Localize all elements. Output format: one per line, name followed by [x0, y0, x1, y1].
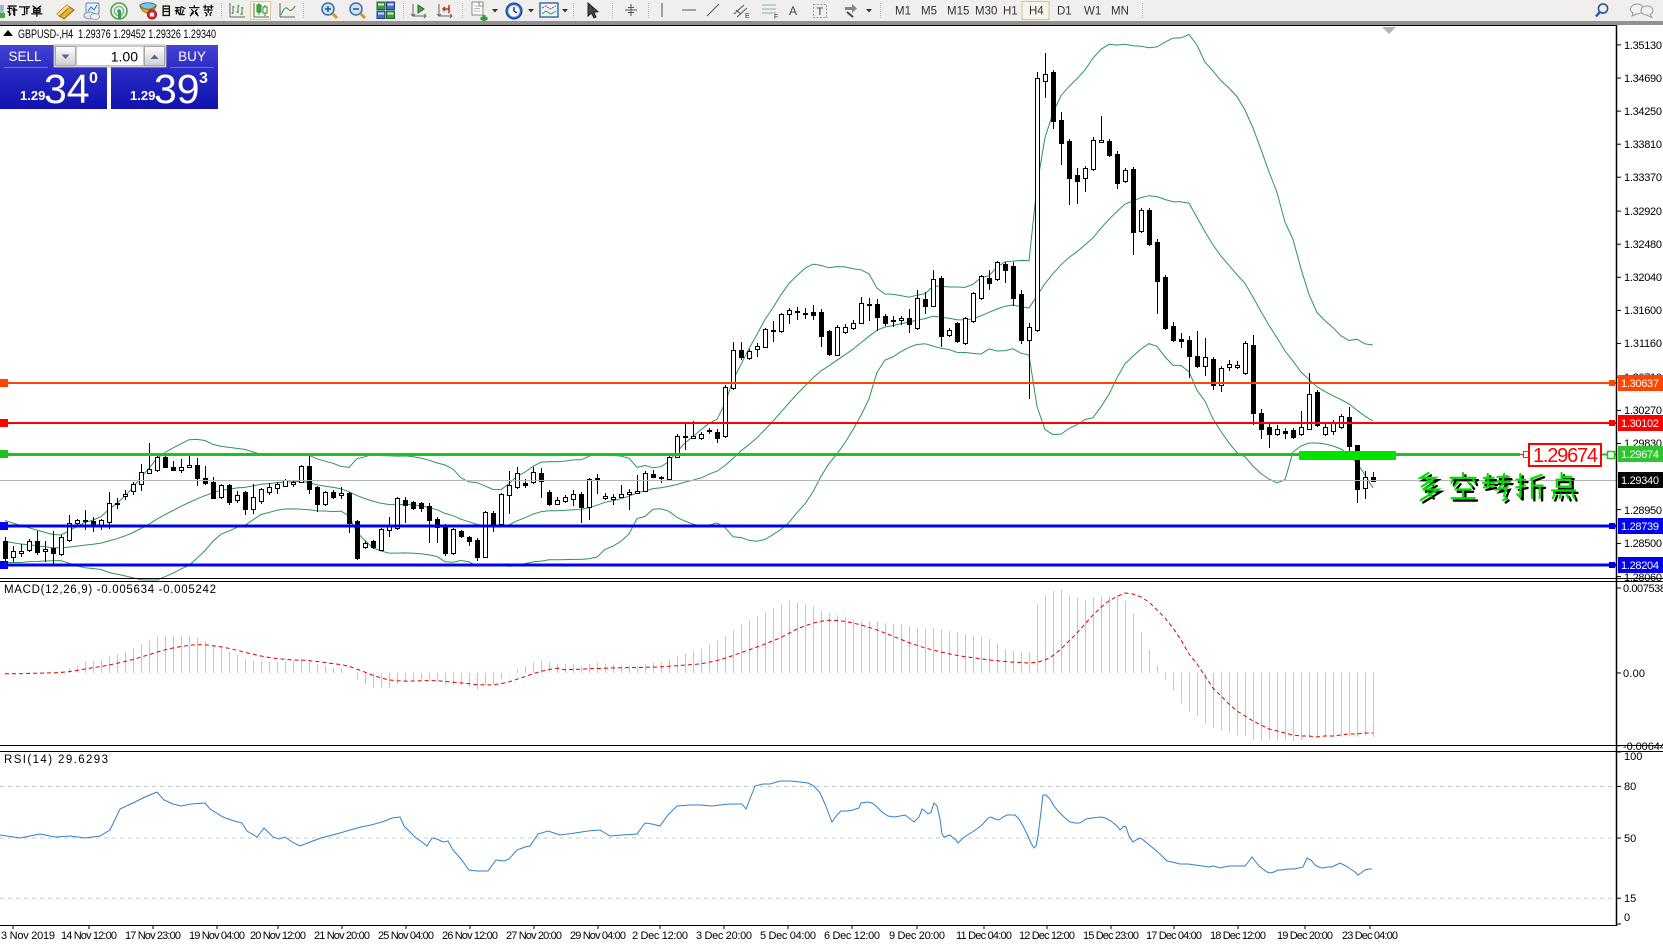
svg-text:100: 100: [1624, 751, 1642, 763]
svg-text:34: 34: [44, 66, 90, 112]
svg-text:1.33370: 1.33370: [1624, 172, 1662, 184]
svg-text:H4: H4: [1029, 6, 1044, 18]
svg-text:H1: H1: [1003, 6, 1018, 18]
svg-text:0: 0: [1624, 912, 1630, 924]
svg-text:27 Nov 20:00: 27 Nov 20:00: [506, 930, 562, 942]
svg-text:21 Nov 20:00: 21 Nov 20:00: [314, 930, 370, 942]
svg-text:1.28739: 1.28739: [1621, 521, 1659, 533]
svg-text:25 Nov 04:00: 25 Nov 04:00: [378, 930, 434, 942]
svg-text:17 Nov 23:00: 17 Nov 23:00: [125, 930, 181, 942]
svg-text:1.29340: 1.29340: [1621, 475, 1659, 487]
svg-text:1.30102: 1.30102: [1621, 418, 1659, 430]
svg-text:BUY: BUY: [178, 49, 206, 64]
svg-text:1.28500: 1.28500: [1624, 538, 1662, 550]
svg-text:SELL: SELL: [8, 49, 42, 64]
svg-text:M1: M1: [895, 6, 911, 18]
svg-text:15 Dec 23:00: 15 Dec 23:00: [1083, 930, 1139, 942]
svg-text:F: F: [774, 14, 778, 21]
svg-text:9 Dec 20:00: 9 Dec 20:00: [889, 930, 945, 942]
svg-text:50: 50: [1624, 833, 1636, 845]
svg-text:0.00: 0.00: [1623, 668, 1645, 680]
svg-text:18 Dec 12:00: 18 Dec 12:00: [1210, 930, 1266, 942]
svg-text:E: E: [745, 13, 750, 20]
svg-text:M15: M15: [947, 6, 969, 18]
svg-text:1.29: 1.29: [130, 88, 155, 103]
svg-text:3: 3: [199, 70, 208, 87]
svg-text:1.28950: 1.28950: [1624, 505, 1662, 517]
svg-text:0: 0: [89, 70, 98, 87]
svg-text:1.30270: 1.30270: [1624, 405, 1662, 417]
svg-text:M30: M30: [975, 6, 997, 18]
svg-text:1.30637: 1.30637: [1621, 378, 1659, 390]
svg-text:3 Dec 20:00: 3 Dec 20:00: [696, 930, 752, 942]
svg-text:17 Dec 04:00: 17 Dec 04:00: [1146, 930, 1202, 942]
svg-text:1.00: 1.00: [111, 49, 138, 65]
svg-text:A: A: [789, 4, 797, 18]
svg-text:5 Dec 04:00: 5 Dec 04:00: [760, 930, 816, 942]
svg-text:1.29: 1.29: [20, 88, 45, 103]
svg-text:14 Nov 12:00: 14 Nov 12:00: [61, 930, 117, 942]
svg-text:1.28204: 1.28204: [1621, 560, 1659, 572]
svg-text:23 Dec 04:00: 23 Dec 04:00: [1342, 930, 1398, 942]
svg-text:39: 39: [154, 66, 200, 112]
svg-text:3 Nov 2019: 3 Nov 2019: [1, 930, 55, 942]
svg-text:1.31600: 1.31600: [1624, 305, 1662, 317]
svg-text:RSI(14) 29.6293: RSI(14) 29.6293: [4, 754, 108, 766]
svg-text:1.29674: 1.29674: [1621, 449, 1659, 461]
svg-text:0.007538: 0.007538: [1623, 583, 1663, 595]
svg-text:1.32040: 1.32040: [1624, 272, 1662, 284]
svg-text:1.28060: 1.28060: [1624, 572, 1662, 584]
svg-text:12 Dec 12:00: 12 Dec 12:00: [1019, 930, 1075, 942]
svg-text:15: 15: [1624, 893, 1636, 905]
svg-text:1.31160: 1.31160: [1624, 338, 1662, 350]
svg-text:29 Nov 04:00: 29 Nov 04:00: [570, 930, 626, 942]
svg-text:19 Dec 20:00: 19 Dec 20:00: [1277, 930, 1333, 942]
svg-text:1.32480: 1.32480: [1624, 239, 1662, 251]
svg-text:W1: W1: [1084, 6, 1101, 18]
svg-text:MACD(12,26,9) -0.005634 -0.005: MACD(12,26,9) -0.005634 -0.005242: [4, 584, 216, 596]
svg-text:GBPUSD-,H4 1.29376 1.29452 1.: GBPUSD-,H4 1.29376 1.29452 1.29326 1.293…: [18, 27, 216, 41]
svg-text:T: T: [817, 6, 824, 18]
svg-text:M5: M5: [921, 6, 937, 18]
svg-text:2 Dec 12:00: 2 Dec 12:00: [632, 930, 688, 942]
svg-text:D1: D1: [1057, 6, 1072, 18]
svg-text:6 Dec 12:00: 6 Dec 12:00: [824, 930, 880, 942]
svg-text:11 Dec 04:00: 11 Dec 04:00: [956, 930, 1012, 942]
svg-text:MN: MN: [1111, 6, 1129, 18]
svg-text:1.35130: 1.35130: [1624, 40, 1662, 52]
svg-text:-0.006446: -0.006446: [1623, 741, 1663, 753]
svg-text:19 Nov 04:00: 19 Nov 04:00: [189, 930, 245, 942]
svg-text:1.33810: 1.33810: [1624, 139, 1662, 151]
svg-text:1.34250: 1.34250: [1624, 106, 1662, 118]
svg-text:26 Nov 12:00: 26 Nov 12:00: [442, 930, 498, 942]
svg-text:1.34690: 1.34690: [1624, 73, 1662, 85]
svg-text:80: 80: [1624, 781, 1636, 793]
svg-text:1.29674: 1.29674: [1533, 445, 1598, 467]
svg-text:1.32920: 1.32920: [1624, 206, 1662, 218]
svg-text:20 Nov 12:00: 20 Nov 12:00: [250, 930, 306, 942]
